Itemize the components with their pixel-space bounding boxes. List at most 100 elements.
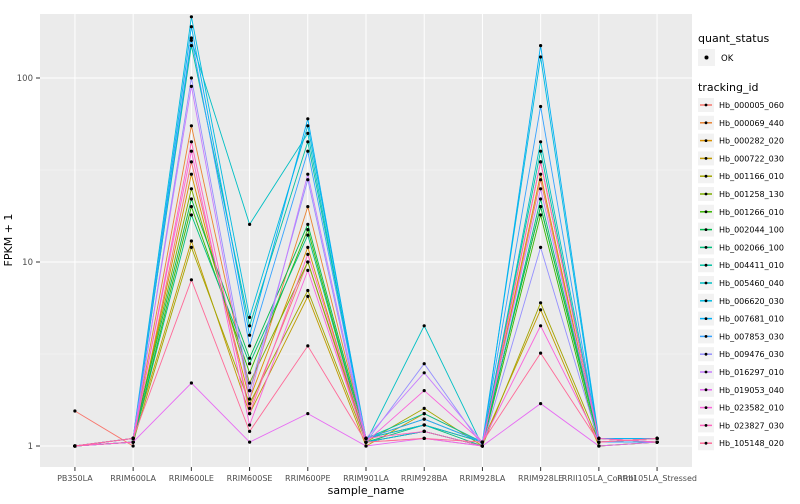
legend-point-glyph	[704, 388, 708, 392]
data-point	[73, 444, 77, 448]
data-point	[655, 436, 659, 440]
legend-label: Hb_001258_130	[719, 190, 784, 199]
data-point	[597, 444, 601, 448]
data-points	[73, 15, 659, 448]
data-point	[189, 160, 193, 164]
data-point	[422, 429, 426, 433]
legend-quant-status-title: quant_status	[698, 32, 770, 45]
legend-label: Hb_019053_040	[719, 386, 784, 395]
data-point	[306, 205, 310, 209]
data-point	[422, 417, 426, 421]
data-point	[539, 44, 543, 48]
y-tick-label: 10	[22, 258, 33, 268]
legend-point-glyph	[704, 103, 708, 107]
legend-point-glyph	[704, 406, 708, 409]
data-point	[422, 412, 426, 416]
data-point	[248, 315, 252, 319]
data-point	[306, 124, 310, 128]
data-point	[306, 117, 310, 121]
legend-item-Hb_016297_010: Hb_016297_010	[698, 365, 784, 379]
legend-point-glyph	[704, 55, 709, 60]
legend-label: Hb_005460_040	[719, 279, 784, 288]
legend-label: Hb_004411_010	[719, 261, 784, 270]
data-point	[189, 44, 193, 48]
data-point	[539, 187, 543, 191]
legend-item-Hb_019053_040: Hb_019053_040	[698, 382, 784, 397]
data-point	[248, 324, 252, 328]
data-point	[73, 409, 77, 413]
data-point	[480, 444, 484, 448]
legend-label: Hb_000069_440	[719, 119, 784, 128]
data-point	[189, 172, 193, 176]
data-point	[189, 25, 193, 29]
chart-dynamic-content: 1 10 100 PB350LA RRIM600LA RRIM600LE RRIM600SE…	[17, 14, 784, 483]
data-point	[306, 172, 310, 176]
legend-point-glyph	[704, 263, 708, 267]
data-point	[189, 205, 193, 209]
data-point	[539, 402, 543, 406]
legend-point-glyph	[704, 174, 708, 178]
data-point	[364, 444, 368, 448]
legend-label: Hb_016297_010	[719, 368, 784, 377]
x-tick-label: RRIM901LA	[343, 474, 389, 483]
data-point	[306, 149, 310, 153]
data-point	[655, 440, 659, 444]
legend-label: Hb_007681_010	[719, 315, 784, 324]
legend-item-Hb_009476_030: Hb_009476_030	[698, 347, 784, 362]
data-point	[306, 178, 310, 182]
data-point	[131, 436, 135, 440]
legend-label: Hb_007853_030	[719, 332, 784, 341]
y-axis-title: FPKM + 1	[2, 214, 15, 267]
legend-item-Hb_000722_030: Hb_000722_030	[698, 151, 784, 166]
legend-item-Hb_001266_010: Hb_001266_010	[698, 204, 784, 219]
data-point	[539, 160, 543, 164]
data-point	[189, 239, 193, 243]
x-axis: PB350LA RRIM600LA RRIM600LE RRIM600SE RRIM60…	[57, 467, 697, 483]
legend-label: Hb_006620_030	[719, 297, 784, 306]
data-point	[364, 436, 368, 440]
legend-item-Hb_002044_100: Hb_002044_100	[698, 222, 784, 237]
legend-quant-status: OK	[698, 49, 734, 66]
legend-point-glyph	[704, 228, 708, 232]
x-tick-label: RRIM928LA	[460, 474, 506, 483]
legend-point-glyph	[704, 121, 708, 125]
data-point	[248, 406, 252, 410]
data-point	[422, 389, 426, 393]
data-point	[539, 197, 543, 201]
data-point	[306, 140, 310, 144]
legend-label: Hb_000722_030	[719, 154, 784, 163]
data-point	[248, 429, 252, 433]
legend-point-glyph	[704, 370, 708, 374]
legend-item-Hb_023582_010: Hb_023582_010	[698, 400, 784, 415]
legend-item-Hb_002066_100: Hb_002066_100	[698, 240, 784, 255]
data-point	[422, 362, 426, 366]
data-point	[539, 205, 543, 209]
y-axis: 1 10 100	[17, 74, 40, 452]
x-tick-label: PB350LA	[57, 474, 93, 483]
data-point	[189, 36, 193, 40]
data-point	[364, 440, 368, 444]
data-point	[422, 423, 426, 427]
x-tick-label: RRIM600SE	[227, 474, 273, 483]
legend-point-glyph	[704, 281, 708, 285]
data-point	[189, 84, 193, 88]
data-point	[422, 436, 426, 440]
legend-point-glyph	[704, 299, 708, 303]
data-point	[248, 381, 252, 385]
data-point	[306, 260, 310, 264]
data-point	[539, 172, 543, 176]
data-point	[248, 423, 252, 427]
data-point	[189, 76, 193, 80]
legend-item-Hb_023827_030: Hb_023827_030	[698, 418, 784, 433]
data-point	[189, 38, 193, 43]
data-point	[189, 213, 193, 217]
legend-label: Hb_023582_010	[719, 404, 784, 413]
data-point	[131, 440, 135, 444]
data-point	[306, 252, 310, 256]
data-point	[131, 444, 135, 448]
legend-label: Hb_001166_010	[719, 172, 784, 181]
legend-point-glyph	[704, 246, 708, 249]
data-point	[306, 344, 310, 348]
data-point	[248, 397, 252, 401]
data-point	[306, 412, 310, 416]
